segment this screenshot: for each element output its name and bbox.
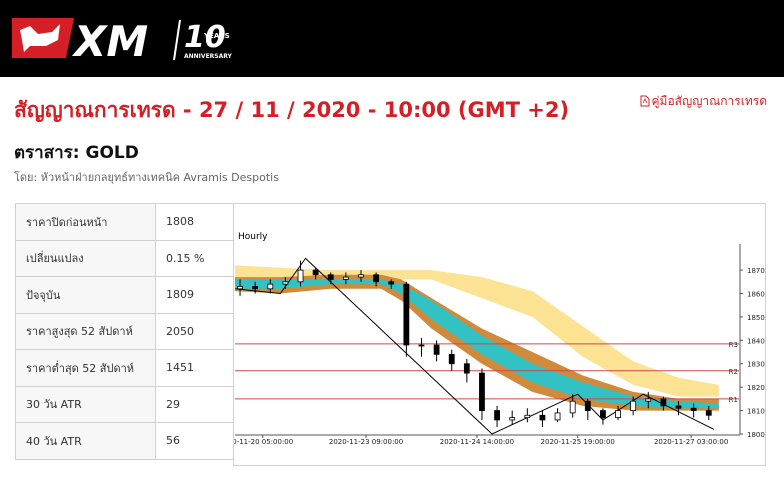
candle-body: [554, 412, 561, 421]
y-tick-label: 1840: [747, 337, 765, 345]
y-tick-label: 1820: [747, 384, 765, 392]
candle-body: [358, 274, 364, 278]
row-label: ราคาปิดก่อนหน้า: [15, 203, 156, 241]
level-label: R3: [729, 341, 738, 349]
badge-anniversary: ANNIVERSARY: [184, 53, 233, 60]
candle-body: [252, 286, 259, 290]
y-tick-label: 1870: [747, 267, 765, 275]
candle-body: [690, 407, 697, 411]
row-value: 56: [155, 422, 235, 460]
pdf-icon: [640, 95, 649, 107]
table-row: เปลี่ยนแปลง 0.15 %: [15, 239, 235, 277]
band: [235, 265, 719, 397]
table-row: ราคาสูงสุด 52 สัปดาห์ 2050: [15, 312, 235, 350]
candle-body: [630, 400, 637, 411]
candle-body: [569, 400, 576, 414]
table-row: ปัจจุบัน 1809: [15, 276, 235, 314]
logo-divider: [173, 19, 181, 61]
header-bar: XM 10 YEARS ANNIVERSARY: [0, 0, 784, 77]
row-label: ราคาสูงสุด 52 สัปดาห์: [15, 312, 156, 350]
chart: Hourly R3 R2 R1 1800 1810 1820 1830 1840 1850 1860…: [233, 203, 766, 466]
candle-body: [312, 269, 319, 276]
candle-body: [433, 344, 440, 355]
logo-text: XM: [71, 17, 148, 66]
candle-body: [418, 344, 425, 347]
zigzag-line: [234, 257, 715, 435]
candle-body: [705, 410, 712, 416]
y-tick-label: 1850: [747, 314, 765, 322]
page-title: สัญญาณการเทรด - 27 / 11 / 2020 - 10:00 (…: [14, 98, 570, 122]
y-tick-label: 1860: [747, 290, 765, 298]
instrument: ตราสาร: GOLD: [14, 143, 139, 163]
row-value: 2050: [155, 312, 235, 350]
x-tick-label: 0-11-20 05:00:00: [233, 438, 293, 446]
row-value: 0.15 %: [155, 239, 235, 277]
candle-body: [388, 281, 395, 285]
row-label: ปัจจุบัน: [15, 276, 156, 314]
candle-body: [675, 405, 682, 409]
logo[interactable]: XM 10 YEARS ANNIVERSARY: [0, 0, 260, 77]
candle-body: [282, 281, 289, 285]
level-label: R1: [729, 396, 738, 404]
candle-body: [327, 274, 334, 280]
candle-body: [584, 400, 591, 411]
x-tick-label: 2020-11-23 09:00:00: [329, 438, 403, 446]
candle-body: [524, 414, 531, 419]
badge-number: 10: [184, 20, 226, 55]
table-row: 40 วัน ATR 56: [15, 422, 235, 460]
table-row: ราคาต่ำสุด 52 สัปดาห์ 1451: [15, 349, 235, 387]
row-label: เปลี่ยนแปลง: [15, 239, 156, 277]
badge-years: YEARS: [203, 32, 230, 40]
chart-title: Hourly: [238, 232, 268, 242]
byline: โดย: หัวหน้าฝ่ายกลยุทธ์ทางเทคนิค Avramis…: [14, 171, 279, 184]
candle-body: [600, 410, 606, 419]
level-label: R2: [729, 368, 738, 376]
candle-body: [494, 410, 500, 421]
candle-body: [509, 417, 516, 421]
candle-body: [645, 398, 652, 402]
candle-body: [660, 398, 667, 407]
row-value: 29: [155, 385, 235, 423]
row-label: 40 วัน ATR: [15, 422, 156, 460]
table-row: 30 วัน ATR 29: [15, 385, 235, 423]
guide-link-text[interactable]: คู่มือสัญญาณการเทรด: [651, 94, 768, 108]
candle-body: [539, 414, 546, 421]
x-tick-label: 2020-11-25 19:00:00: [541, 438, 615, 446]
y-tick-label: 1830: [747, 361, 765, 369]
candle-body: [403, 283, 410, 346]
row-value: 1451: [155, 349, 235, 387]
stats-table: ราคาปิดก่อนหน้า 1808 เปลี่ยนแปลง 0.15 % ปัจจ…: [15, 203, 235, 460]
row-label: ราคาต่ำสุด 52 สัปดาห์: [15, 349, 156, 387]
candle-body: [615, 410, 621, 419]
candle-body: [237, 286, 243, 290]
x-tick-label: 2020-11-27 03:00:00: [654, 438, 728, 446]
candle-body: [342, 276, 349, 280]
candle-body: [267, 283, 274, 290]
table-row: ราคาปิดก่อนหน้า 1808: [15, 203, 235, 241]
row-label: 30 วัน ATR: [15, 385, 156, 423]
candle-body: [479, 372, 485, 411]
row-value: 1808: [155, 203, 235, 241]
row-value: 1809: [155, 276, 235, 314]
logo-bull: [20, 24, 60, 52]
candle-body: [297, 269, 304, 283]
x-tick-label: 2020-11-24 14:00:00: [440, 438, 514, 446]
y-tick-label: 1810: [747, 408, 765, 416]
candle-body: [448, 353, 455, 365]
candle-body: [373, 274, 380, 283]
guide-link[interactable]: คู่มือสัญญาณการเทรด: [640, 92, 768, 111]
candle-body: [463, 363, 470, 374]
y-tick-label: 1800: [747, 431, 765, 439]
